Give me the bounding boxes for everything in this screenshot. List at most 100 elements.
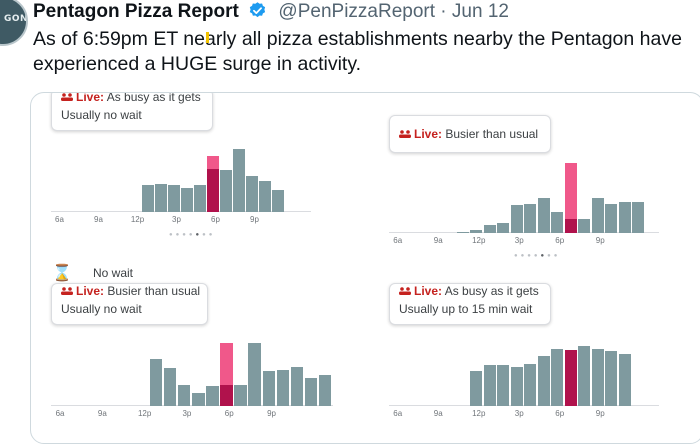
hour-bar[interactable]: [483, 365, 496, 406]
hour-bar[interactable]: [276, 369, 290, 406]
hour-bar[interactable]: [510, 366, 523, 406]
hour-bar[interactable]: [259, 180, 271, 212]
tweet-media-image[interactable]: Live: As busy as it gets Usually no wait…: [30, 92, 700, 444]
hour-bar[interactable]: [262, 371, 276, 406]
tweet-date[interactable]: Jun 12: [451, 1, 509, 22]
tweet-header: Pentagon Pizza Report @PenPizzaReport · …: [33, 0, 509, 26]
live-status: Busier than usual: [107, 284, 201, 298]
time-axis: 6a 9a 12p 3p 6p 9p: [51, 409, 333, 421]
live-callout: Live: Busier than usual: [389, 115, 551, 153]
hour-bar[interactable]: [234, 385, 247, 406]
time-tick-label: 6p: [555, 236, 565, 245]
usual-wait-text: Usually no wait: [61, 108, 142, 122]
author-name[interactable]: Pentagon Pizza Report: [33, 1, 239, 22]
hour-bar[interactable]: [142, 185, 154, 212]
hour-bar[interactable]: [163, 367, 177, 406]
hour-bar[interactable]: [290, 366, 304, 406]
hour-bar[interactable]: [578, 219, 590, 233]
time-tick-label: 12p: [472, 409, 486, 418]
people-icon: [399, 287, 411, 295]
hour-bar[interactable]: [551, 348, 563, 406]
live-label: Live:: [76, 92, 105, 104]
hour-bar[interactable]: [194, 185, 206, 212]
hour-bar[interactable]: [470, 229, 482, 233]
hour-bar[interactable]: [248, 343, 261, 406]
hour-bar[interactable]: [591, 198, 604, 233]
people-icon: [61, 287, 73, 295]
hour-bar[interactable]: [578, 345, 590, 406]
hour-bar[interactable]: [220, 170, 232, 212]
hour-bar[interactable]: [206, 386, 219, 406]
time-tick-label: 9p: [267, 409, 276, 418]
time-tick-label: 9a: [433, 409, 443, 418]
busyness-chart: [389, 163, 659, 233]
people-icon: [61, 93, 73, 101]
usual-wait-text: Usually no wait: [61, 302, 142, 316]
hour-bar[interactable]: [605, 203, 617, 233]
hour-bar[interactable]: [537, 355, 550, 406]
hour-bar[interactable]: [177, 385, 191, 406]
hour-bar[interactable]: [524, 364, 536, 406]
popular-times-panel-3: Live: Busier than usual Usually no wait …: [51, 283, 351, 443]
hour-bar[interactable]: [181, 187, 193, 212]
time-tick-label: 9a: [433, 236, 443, 245]
live-status: As busy as it gets: [444, 284, 539, 298]
busyness-chart: [51, 336, 333, 406]
hour-bar[interactable]: [497, 223, 509, 233]
profile-avatar[interactable]: GON: [0, 0, 28, 46]
time-tick-label: 6p: [211, 215, 220, 224]
time-tick-label: 12p: [137, 409, 152, 418]
time-axis: 6a 9a 12p 3p 6p 9p: [51, 215, 311, 227]
hour-bar[interactable]: [149, 359, 163, 406]
tweet-text: As of 6:59pm ET nearly all pizza establi…: [33, 28, 682, 75]
live-callout: Live: As busy as it gets Usually up to 1…: [389, 283, 551, 325]
author-handle[interactable]: @PenPizzaReport: [278, 1, 436, 22]
hour-bar[interactable]: [246, 175, 258, 212]
hour-bar[interactable]: [155, 184, 167, 212]
time-tick-label: 3p: [514, 409, 524, 418]
hour-bar[interactable]: [537, 198, 550, 233]
verified-badge-icon: [249, 2, 266, 18]
time-tick-label: 6p: [555, 409, 565, 418]
hour-bar[interactable]: [524, 203, 536, 233]
hour-bar[interactable]: [605, 351, 617, 406]
hour-bar[interactable]: [192, 393, 205, 406]
hour-bar[interactable]: [618, 354, 631, 406]
hour-bar[interactable]: [233, 149, 245, 212]
live-now-bar[interactable]: [564, 163, 577, 233]
hour-bar[interactable]: [510, 205, 523, 233]
hour-bar[interactable]: [591, 348, 604, 406]
live-usual-bar: [564, 219, 577, 233]
usual-wait-text: Usually up to 15 min wait: [399, 302, 533, 316]
hour-bar[interactable]: [497, 365, 509, 406]
hour-bar[interactable]: [304, 378, 318, 406]
no-wait-label: No wait: [93, 266, 134, 280]
live-status: As busy as it gets: [106, 92, 201, 104]
live-callout: Live: Busier than usual Usually no wait: [51, 283, 208, 325]
time-tick-label: 9a: [94, 215, 103, 224]
hour-bar[interactable]: [168, 185, 180, 212]
day-pager-dots[interactable]: ●●●●●●●: [169, 232, 216, 238]
popular-times-panel-1: Live: As busy as it gets Usually no wait…: [51, 92, 331, 249]
hour-bar[interactable]: [470, 371, 482, 406]
time-tick-label: 6a: [55, 215, 64, 224]
live-usual-bar: [207, 168, 219, 212]
live-status: Busier than usual: [445, 127, 539, 141]
people-icon: [399, 130, 411, 138]
live-label: Live:: [76, 284, 105, 298]
hour-bar[interactable]: [456, 231, 469, 233]
avatar-text: GON: [4, 14, 28, 24]
live-label: Live:: [414, 127, 443, 141]
hour-bar[interactable]: [551, 212, 563, 233]
time-axis: 6a 9a 12p 3p 6p 9p: [389, 409, 659, 421]
time-tick-label: 9p: [595, 409, 605, 418]
hour-bar[interactable]: [618, 202, 631, 233]
hour-bar[interactable]: [632, 202, 644, 233]
hour-bar[interactable]: [483, 224, 496, 233]
hour-bar[interactable]: [272, 189, 284, 212]
hour-bar[interactable]: [318, 375, 332, 406]
time-tick-label: 9p: [595, 236, 605, 245]
day-pager-dots[interactable]: ●●●●●●●: [514, 253, 561, 259]
time-tick-label: 12p: [472, 236, 486, 245]
live-callout: Live: As busy as it gets Usually no wait: [51, 92, 213, 131]
